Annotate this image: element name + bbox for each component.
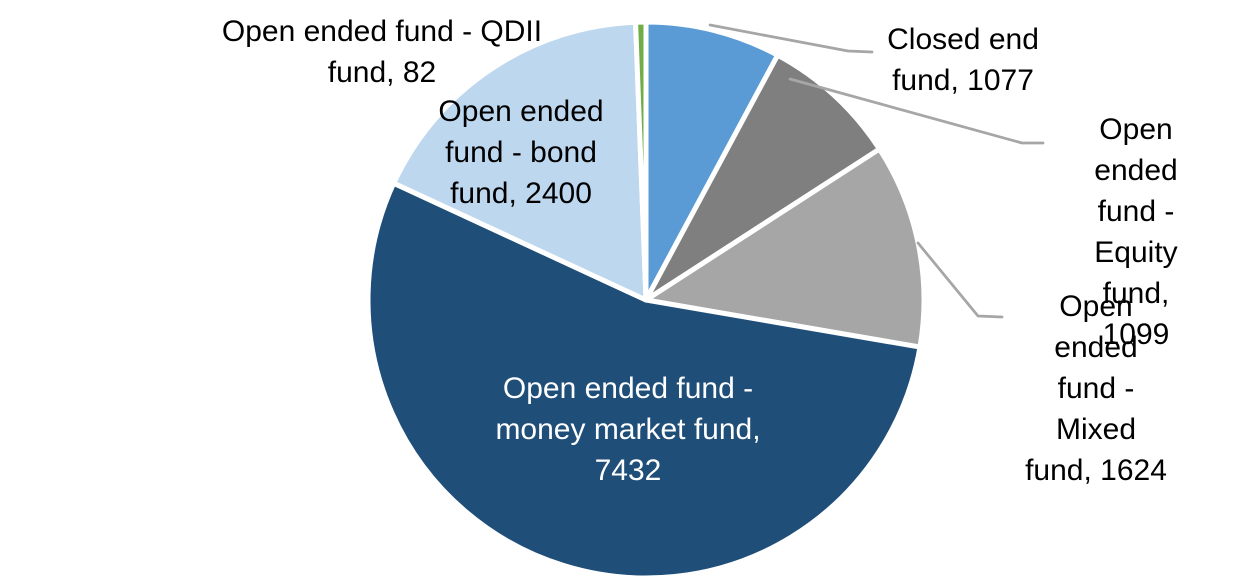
pie-slice-qdii-fund[interactable] xyxy=(633,19,649,303)
pie-slice-closed-end-fund[interactable] xyxy=(643,19,781,303)
pie-slice-equity-fund[interactable] xyxy=(643,52,882,303)
leader-line-closed-end-fund xyxy=(708,23,874,54)
leader-line-mixed-fund xyxy=(916,241,1004,319)
pie-slice-bond-fund[interactable] xyxy=(391,19,649,303)
pie-slice-group xyxy=(365,19,927,581)
leader-line-equity-fund xyxy=(788,77,1045,145)
pie-slice-money-market-fund[interactable] xyxy=(365,180,923,581)
